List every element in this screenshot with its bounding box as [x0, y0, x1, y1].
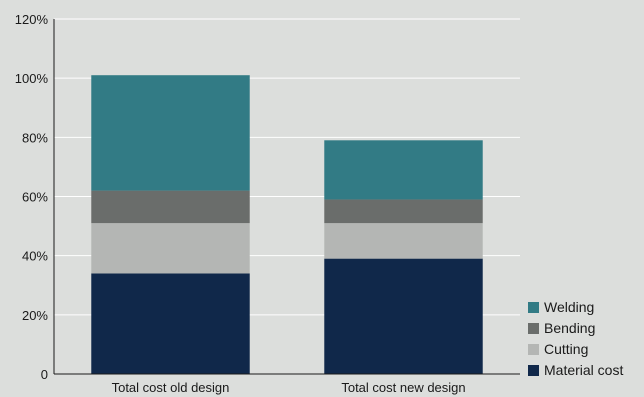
- legend-label: Bending: [544, 320, 595, 336]
- bar-material-cost-2: [324, 258, 483, 374]
- bar-bending-1: [91, 190, 250, 224]
- x-category-label: Total cost new design: [341, 380, 465, 395]
- legend-label: Material cost: [544, 362, 623, 378]
- y-tick-label: 40%: [22, 249, 48, 264]
- y-tick-label: 60%: [22, 190, 48, 205]
- y-tick-label: 100%: [15, 71, 49, 86]
- y-tick-label: 0: [41, 367, 48, 382]
- y-axis: 0 20% 40% 60% 80% 100% 120%: [15, 12, 55, 382]
- bar-material-cost-1: [91, 273, 250, 374]
- bars: [91, 75, 483, 374]
- legend-label: Welding: [544, 299, 594, 315]
- legend-label: Cutting: [544, 341, 588, 357]
- y-tick-label: 120%: [15, 12, 49, 27]
- legend: Welding Bending Cutting Material cost: [528, 299, 623, 378]
- legend-swatch-cutting: [528, 344, 539, 355]
- legend-swatch-welding: [528, 302, 539, 313]
- bar-welding-1: [91, 75, 250, 191]
- bar-cutting-2: [324, 223, 483, 259]
- bar-welding-2: [324, 140, 483, 200]
- y-tick-label: 20%: [22, 308, 48, 323]
- legend-swatch-material-cost: [528, 365, 539, 376]
- bar-bending-2: [324, 199, 483, 224]
- y-tick-label: 80%: [22, 130, 48, 145]
- legend-swatch-bending: [528, 323, 539, 334]
- x-axis: Total cost old design Total cost new desi…: [54, 373, 520, 395]
- bar-cutting-1: [91, 223, 250, 274]
- x-category-label: Total cost old design: [112, 380, 230, 395]
